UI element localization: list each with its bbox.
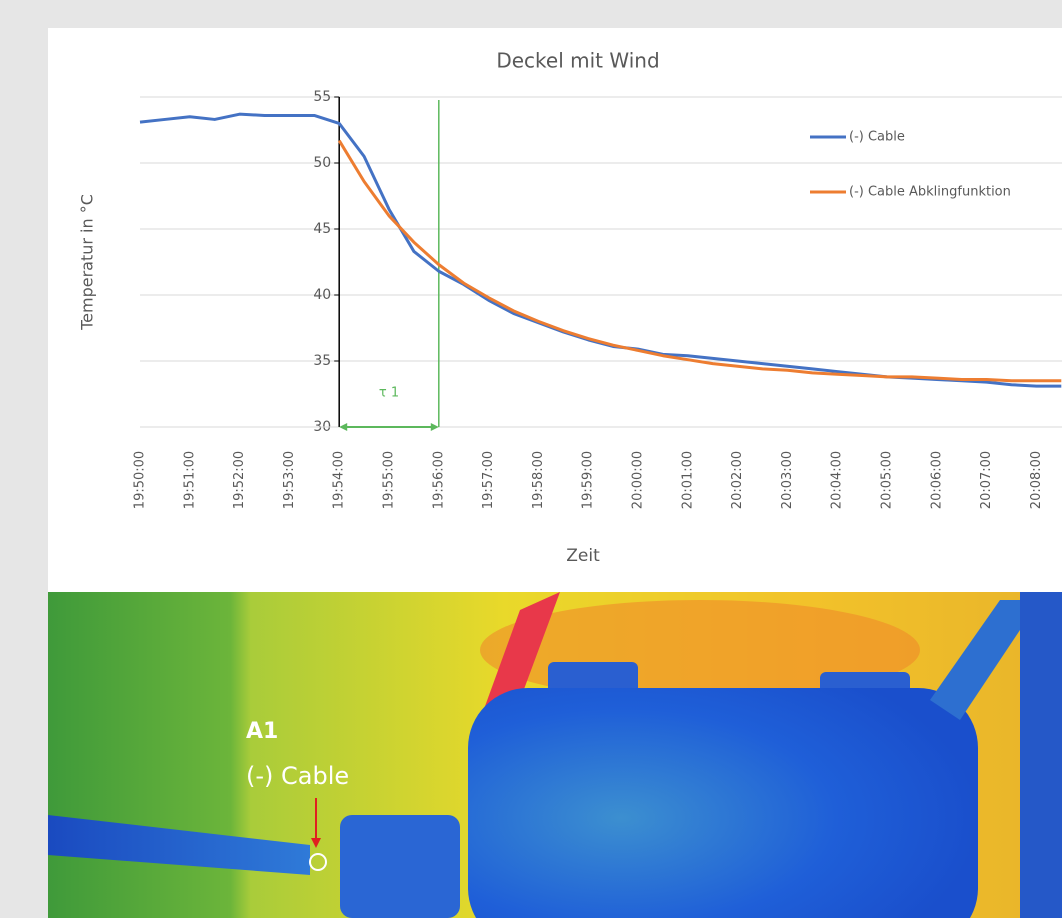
x-tick-label: 19:57:00 bbox=[481, 451, 496, 509]
marker-label: (-) Cable bbox=[246, 762, 349, 790]
thermal-image: A1 (-) Cable bbox=[48, 592, 1062, 918]
x-tick-label: 19:59:00 bbox=[581, 451, 596, 509]
x-tick-label: 20:07:00 bbox=[979, 451, 994, 509]
y-axis-title: Temperatur in °C bbox=[78, 194, 97, 331]
frame-right bbox=[1020, 592, 1062, 918]
connector bbox=[340, 815, 460, 918]
y-tick-label: 50 bbox=[313, 155, 331, 171]
x-axis-title: Zeit bbox=[566, 546, 600, 566]
x-tick-label: 20:01:00 bbox=[680, 451, 695, 509]
x-tick-label: 19:58:00 bbox=[531, 451, 546, 509]
marker-id: A1 bbox=[246, 719, 278, 744]
chart-panel bbox=[48, 28, 1062, 592]
x-tick-label: 20:08:00 bbox=[1029, 451, 1044, 509]
x-tick-label: 20:03:00 bbox=[780, 451, 795, 509]
x-tick-label: 20:06:00 bbox=[929, 451, 944, 509]
x-tick-label: 19:50:00 bbox=[133, 451, 148, 509]
x-tick-label: 20:00:00 bbox=[631, 451, 646, 509]
cable bbox=[48, 815, 310, 875]
series-line bbox=[337, 139, 1062, 383]
x-tick-label: 19:53:00 bbox=[282, 451, 297, 509]
x-tick-label: 19:52:00 bbox=[232, 451, 247, 509]
y-tick-label: 45 bbox=[313, 221, 331, 237]
y-tick-label: 35 bbox=[313, 353, 331, 369]
x-tick-label: 20:04:00 bbox=[830, 451, 845, 509]
x-tick-label: 19:56:00 bbox=[431, 451, 446, 509]
x-tick-label: 20:02:00 bbox=[730, 451, 745, 509]
y-tick-label: 55 bbox=[313, 89, 331, 105]
x-tick-label: 19:55:00 bbox=[382, 451, 397, 509]
marker-circle bbox=[309, 853, 327, 871]
x-tick-label: 20:05:00 bbox=[880, 451, 895, 509]
chart-title: Deckel mit Wind bbox=[496, 49, 659, 73]
x-tick-label: 19:51:00 bbox=[182, 451, 197, 509]
x-tick-label: 19:54:00 bbox=[332, 451, 347, 509]
chart: Deckel mit Wind Temperatur in °C Zeit 30… bbox=[78, 49, 1062, 566]
junction-box bbox=[468, 688, 978, 918]
y-tick-label: 40 bbox=[313, 287, 331, 303]
tau-label: τ 1 bbox=[379, 386, 399, 401]
legend-label: (-) Cable Abklingfunktion bbox=[849, 185, 1011, 200]
legend-label: (-) Cable bbox=[849, 130, 905, 145]
hot-streak bbox=[480, 592, 560, 720]
cable-right bbox=[930, 600, 1040, 720]
marker-arrowhead bbox=[311, 838, 321, 848]
